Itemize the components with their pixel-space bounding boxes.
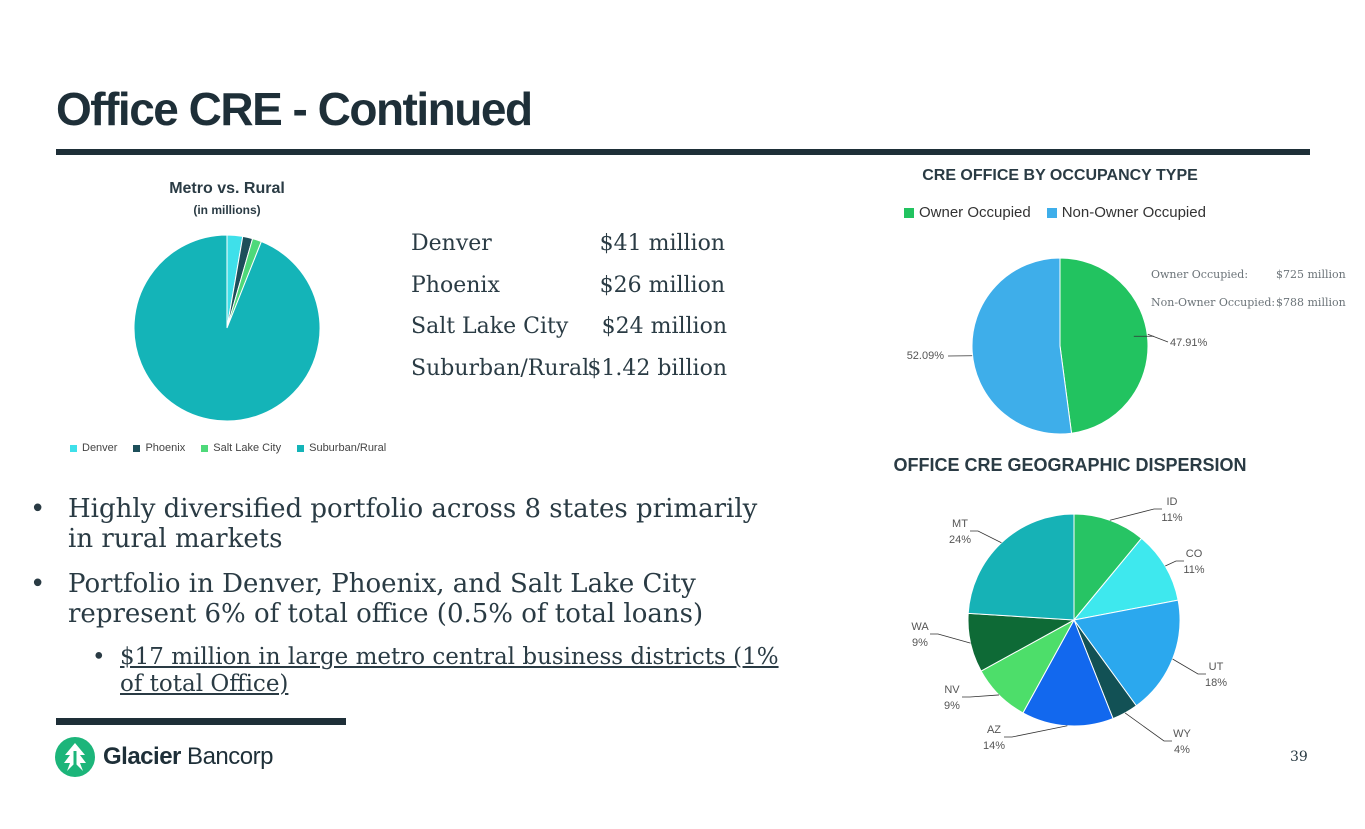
geo-chart-title: OFFICE CRE GEOGRAPHIC DISPERSION — [893, 455, 1247, 475]
metro-legend-label: Denver — [82, 442, 118, 454]
metro-legend-swatch — [70, 444, 77, 452]
geo-value-co: 11% — [1183, 564, 1204, 576]
geo-value-wa: 9% — [912, 637, 928, 649]
sub-bullet-item: • $17 million in large metro central bus… — [30, 644, 790, 698]
owner-occupied-label: Owner Occupied: — [1151, 268, 1249, 281]
title-divider — [56, 149, 1310, 155]
occupancy-legend-label: Owner Occupied — [919, 204, 1031, 221]
geo-label-nv: NV — [944, 684, 960, 696]
geo-value-wy: 4% — [1174, 744, 1190, 756]
table-row: Denver $41 million — [411, 231, 727, 273]
occupancy-legend-swatch — [904, 207, 914, 218]
city-name-suburban-rural: Suburban/Rural — [411, 355, 590, 381]
metro-legend-label: Salt Lake City — [213, 442, 282, 454]
metro-legend-item-phoenix: Phoenix — [133, 442, 185, 454]
metro-legend: Denver Phoenix Salt Lake City Suburban/Rura… — [70, 442, 386, 454]
bullet-dot: • — [30, 494, 46, 524]
city-name-denver: Denver — [411, 231, 492, 256]
bullet-dot: • — [30, 569, 46, 599]
metro-legend-swatch — [297, 444, 305, 452]
geo-leader-line-id — [1109, 508, 1162, 521]
occupancy-slice-owner-occupied — [1059, 257, 1149, 434]
logo-word-light: Bancorp — [180, 743, 273, 770]
logo-wordmark: Glacier Bancorp — [103, 743, 273, 771]
occupancy-chart-title: CRE OFFICE BY OCCUPANCY TYPE — [922, 167, 1198, 184]
geo-label-wy: WY — [1173, 728, 1191, 740]
glacier-logo-icon — [55, 737, 95, 777]
geo-value-ut: 18% — [1205, 677, 1227, 689]
bullet-dot: • — [92, 644, 106, 670]
geo-value-az: 14% — [983, 740, 1005, 752]
geo-slice-ut — [1073, 599, 1181, 707]
geo-leader-line-ut — [1172, 658, 1206, 675]
geo-value-mt: 24% — [949, 534, 971, 546]
geo-slice-id — [1073, 513, 1143, 622]
occupancy-data-label-owner: 47.91% — [1170, 337, 1208, 349]
metro-slice-suburban-rural — [133, 234, 321, 422]
logo-word-bold: Glacier — [103, 743, 181, 770]
occupancy-slice-non-owner-occupied — [971, 257, 1073, 435]
metro-legend-item-salt-lake-city: Salt Lake City — [201, 442, 281, 454]
metro-chart-title: Metro vs. Rural — [169, 180, 285, 197]
geo-label-id: ID — [1167, 496, 1178, 508]
occupancy-legend-item-owner-occupied: Owner Occupied — [904, 204, 1031, 221]
bullet-text-metro-share: Portfolio in Denver, Phoenix, and Salt L… — [68, 569, 704, 629]
geo-leader-line-az — [1004, 725, 1068, 738]
metro-legend-item-suburban-rural: Suburban/Rural — [297, 442, 386, 454]
metro-legend-label: Suburban/Rural — [309, 442, 387, 454]
bullet-item: • Highly diversified portfolio across 8 … — [30, 494, 790, 554]
metro-legend-item-denver: Denver — [70, 442, 117, 454]
owner-occupied-value: $725 million — [1276, 268, 1346, 281]
city-name-phoenix: Phoenix — [411, 272, 500, 298]
city-value-denver: $41 million — [599, 231, 725, 256]
glacier-bancorp-logo: Glacier Bancorp — [55, 737, 273, 777]
occupancy-data-label-non-owner: 52.09% — [907, 350, 945, 362]
geo-label-az: AZ — [987, 724, 1001, 736]
geo-value-id: 11% — [1161, 512, 1182, 524]
geo-leader-line-wa — [930, 633, 971, 644]
city-value-salt-lake-city: $24 million — [601, 314, 727, 339]
bullet-text-diversified: Highly diversified portfolio across 8 st… — [68, 494, 758, 554]
metro-legend-label: Phoenix — [145, 442, 186, 454]
non-owner-occupied-value: $788 million — [1276, 296, 1346, 309]
sub-bullet-text-cbd: $17 million in large metro central busin… — [120, 644, 779, 697]
geo-label-co: CO — [1186, 548, 1203, 560]
city-value-suburban-rural: $1.42 billion — [587, 355, 727, 381]
occupancy-leader-line — [1147, 333, 1169, 343]
occupancy-legend-label: Non-Owner Occupied — [1061, 204, 1206, 221]
page-title: Office CRE - Continued — [56, 83, 533, 135]
city-value-phoenix: $26 million — [599, 272, 725, 298]
metro-chart-subtitle: (in millions) — [193, 203, 261, 217]
geo-label-ut: UT — [1209, 661, 1224, 673]
geo-value-nv: 9% — [944, 700, 960, 712]
metro-legend-swatch — [133, 444, 141, 452]
geo-label-wa: WA — [911, 621, 929, 633]
geo-slice-co — [1072, 537, 1179, 621]
geo-slice-mt — [967, 513, 1075, 621]
city-name-salt-lake-city: Salt Lake City — [411, 314, 569, 339]
non-owner-occupied-label: Non-Owner Occupied: — [1151, 296, 1276, 309]
bullet-item: • Portfolio in Denver, Phoenix, and Salt… — [30, 569, 790, 629]
geo-slice-az — [1022, 618, 1114, 727]
occupancy-legend-item-non-owner-occupied: Non-Owner Occupied — [1046, 204, 1206, 221]
table-row: Phoenix $26 million — [411, 273, 727, 315]
occupancy-pie-chart: 47.91% 52.09% — [907, 257, 1208, 435]
table-row: Suburban/Rural $1.42 billion — [411, 356, 727, 398]
occupancy-legend-swatch — [1046, 207, 1057, 218]
occupancy-legend: Owner Occupied Non-Owner Occupied — [904, 204, 1206, 221]
geo-leader-line-nv — [962, 694, 1000, 698]
metro-legend-swatch — [201, 444, 209, 452]
geo-label-mt: MT — [952, 518, 968, 530]
metro-pie-chart — [133, 234, 321, 422]
geo-pie-chart: ID 11% CO 11% UT 18% WY 4% AZ 14% NV 9% WA 9% MT 24% — [911, 496, 1227, 756]
geo-leader-line-wy — [1124, 712, 1172, 742]
table-row: Salt Lake City $24 million — [411, 314, 727, 356]
metro-values-table: Denver $41 million Phoenix $26 million S… — [411, 231, 727, 397]
footer-divider — [56, 718, 346, 725]
bullet-list: • Highly diversified portfolio across 8 … — [30, 494, 790, 698]
page-number: 39 — [1290, 749, 1308, 765]
geo-leader-line-mt — [970, 530, 1002, 544]
geo-leader-line-co — [1165, 560, 1184, 567]
